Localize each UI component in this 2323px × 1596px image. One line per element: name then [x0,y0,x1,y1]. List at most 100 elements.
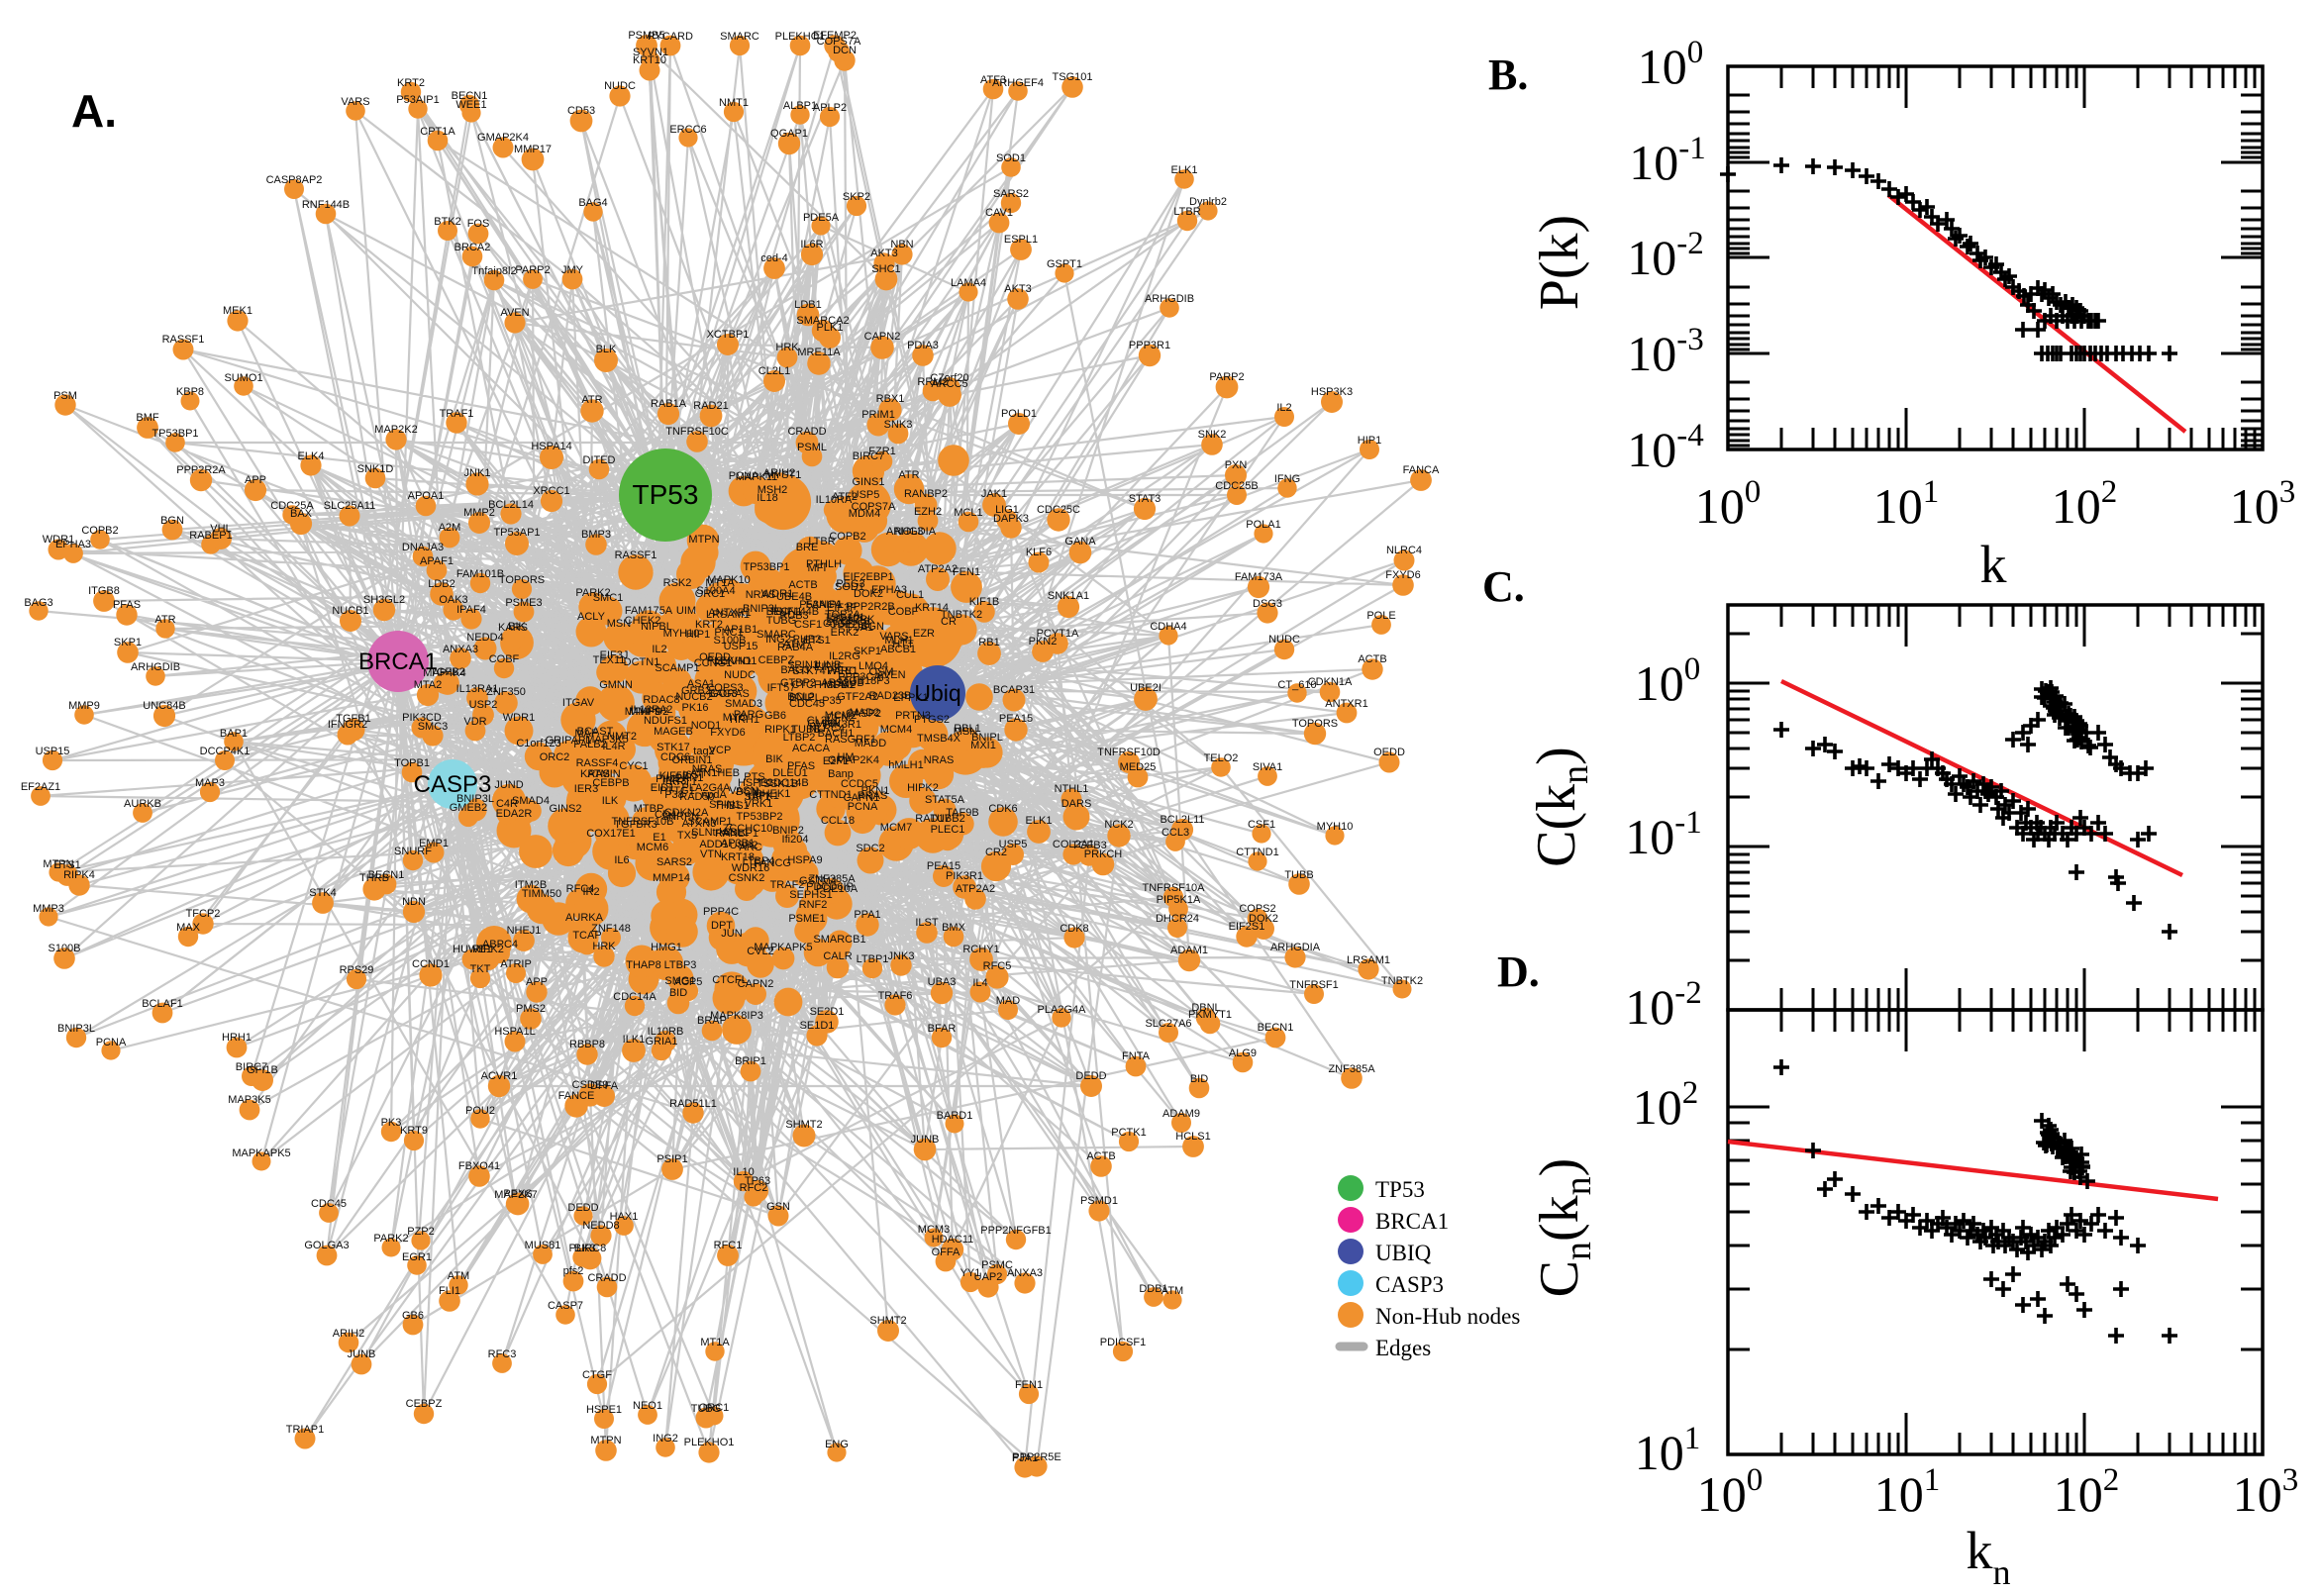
svg-text:AVEN: AVEN [876,669,905,681]
svg-text:NMT2: NMT2 [607,731,637,743]
svg-text:NOL3: NOL3 [895,526,924,538]
svg-text:YY1: YY1 [960,1267,981,1279]
svg-text:HM: HM [837,751,854,763]
svg-text:ING2: ING2 [765,634,791,646]
svg-text:MTPN: MTPN [688,534,719,546]
svg-text:CASP3: CASP3 [414,771,492,798]
svg-text:ATMIN: ATMIN [587,768,620,780]
svg-text:CCND1: CCND1 [412,958,450,970]
svg-text:CHEK2: CHEK2 [625,615,661,627]
svg-text:MAP2K2: MAP2K2 [374,424,417,436]
svg-text:STAT3: STAT3 [1129,493,1162,505]
svg-text:STAT5A: STAT5A [925,794,965,806]
svg-text:MSH2: MSH2 [758,484,788,496]
svg-text:JNK3: JNK3 [888,950,915,962]
svg-text:SMARC: SMARC [757,629,796,641]
svg-text:C.: C. [1482,562,1525,611]
svg-text:WEE1: WEE1 [827,665,858,677]
svg-text:AVEN: AVEN [500,307,529,319]
svg-text:HMG1: HMG1 [651,942,682,953]
svg-text:PNC1: PNC1 [714,627,743,639]
svg-text:SNK3: SNK3 [884,419,913,431]
svg-text:NRAS: NRAS [924,754,955,766]
svg-text:PYCARD: PYCARD [648,31,693,43]
svg-text:OAK3: OAK3 [439,594,467,606]
svg-text:RIPK1: RIPK1 [764,724,796,736]
svg-text:KARS: KARS [498,622,528,634]
svg-text:ACP5: ACP5 [674,976,703,988]
svg-text:TNFRSF10B: TNFRSF10B [612,816,674,828]
svg-text:IL4: IL4 [972,977,987,989]
svg-text:PEG3: PEG3 [836,578,864,590]
svg-text:ITGB18P3: ITGB18P3 [839,675,889,687]
svg-text:ANTXR1: ANTXR1 [1325,698,1367,710]
svg-text:MT1A: MT1A [700,1337,730,1348]
svg-text:SPIN1: SPIN1 [787,659,819,671]
svg-text:BRAP: BRAP [697,1015,727,1027]
svg-text:CEBPZ: CEBPZ [406,1398,443,1410]
svg-text:NHEJ1: NHEJ1 [507,925,542,937]
svg-text:MSN: MSN [954,726,978,738]
svg-text:E2F1: E2F1 [823,755,849,767]
svg-text:ADD1: ADD1 [699,839,728,850]
svg-text:POLD1: POLD1 [1001,408,1037,420]
svg-text:PKN1: PKN1 [861,785,890,797]
svg-text:CDC6: CDC6 [660,751,690,763]
svg-text:XCTBP1: XCTBP1 [707,329,750,341]
svg-text:IER3: IER3 [662,775,686,787]
svg-text:ANXA3: ANXA3 [443,644,478,655]
svg-text:JUND: JUND [494,779,523,791]
svg-text:UBE4B: UBE4B [776,591,812,603]
svg-text:PARK2: PARK2 [575,587,610,599]
svg-text:CDC14B: CDC14B [765,777,808,789]
svg-text:CSDE9: CSDE9 [572,1079,609,1091]
svg-text:KRT2: KRT2 [397,77,425,89]
svg-text:LRSAM1: LRSAM1 [706,609,750,621]
svg-text:CTTND1: CTTND1 [809,789,852,801]
svg-text:LTBP2: LTBP2 [783,732,816,744]
svg-text:SE1D1: SE1D1 [800,1020,835,1032]
svg-text:ATF2: ATF2 [832,491,858,503]
svg-text:TGFB1: TGFB1 [336,713,370,725]
svg-text:FOS: FOS [467,218,490,230]
svg-text:GRB2: GRB2 [681,685,711,697]
svg-text:PCNA: PCNA [848,801,878,813]
svg-text:CAPN2: CAPN2 [864,331,901,343]
svg-text:COPS2: COPS2 [1239,903,1275,915]
svg-text:NOD1: NOD1 [691,720,722,732]
svg-text:KRT18: KRT18 [721,851,755,863]
svg-text:ATR: ATR [898,469,919,481]
svg-text:LAMA4: LAMA4 [951,277,986,289]
svg-text:ARIH2: ARIH2 [763,467,795,479]
svg-text:tag2: tag2 [693,746,714,757]
svg-text:SKP1: SKP1 [114,637,142,648]
svg-text:PIM1: PIM1 [656,773,681,785]
svg-text:UBE2I: UBE2I [1130,682,1162,694]
svg-text:SEPHS1: SEPHS1 [789,889,832,901]
svg-text:POLE: POLE [1366,610,1395,622]
svg-text:RASSF1: RASSF1 [162,334,205,346]
svg-text:ACVR1: ACVR1 [481,1070,518,1082]
svg-text:TRIAP1: TRIAP1 [286,1424,325,1436]
svg-text:CRADD: CRADD [587,1272,626,1284]
svg-text:ARHGDIA: ARHGDIA [886,526,937,538]
svg-text:IL10RA: IL10RA [816,494,853,506]
svg-text:MAPK11: MAPK11 [736,471,778,483]
svg-text:ced-4: ced-4 [760,252,788,264]
svg-text:CTGF: CTGF [823,618,853,630]
svg-text:C4R: C4R [496,798,518,810]
svg-text:TRAF2: TRAF2 [770,879,805,891]
svg-text:PARC: PARC [827,665,857,677]
svg-text:IL10RB: IL10RB [648,1026,684,1038]
svg-text:TNBTK2: TNBTK2 [1381,975,1423,987]
svg-text:AKT3: AKT3 [1004,283,1032,295]
svg-text:GTBP2: GTBP2 [780,677,816,689]
svg-text:GSN: GSN [766,1201,790,1213]
svg-text:IL4R: IL4R [602,741,625,752]
svg-text:S100A4: S100A4 [696,585,735,597]
svg-text:RAB1A: RAB1A [651,398,687,410]
svg-text:ATR: ATR [581,394,602,406]
svg-text:GFI1B: GFI1B [247,1064,278,1076]
svg-text:IR2: IR2 [582,886,599,898]
svg-text:SNURF: SNURF [394,846,432,857]
